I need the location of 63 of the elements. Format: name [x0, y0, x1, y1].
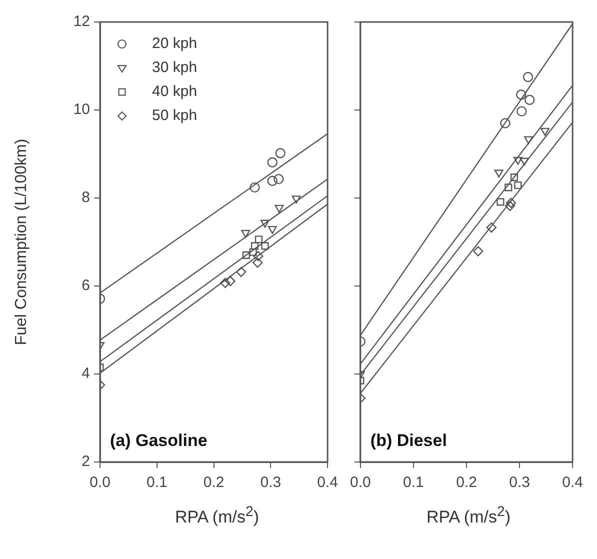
x-tick-label: 0.1: [403, 474, 424, 492]
x-tick-label: 0.1: [146, 474, 168, 492]
point: [494, 170, 504, 178]
point: [516, 90, 526, 100]
annotation: (a) Gasoline: [110, 431, 208, 450]
x-tick-label: 0.0: [90, 474, 110, 492]
x-tick-label: 0.3: [509, 474, 530, 492]
point: [500, 118, 510, 128]
y-tick-label: 8: [82, 189, 90, 206]
point: [524, 94, 535, 105]
point: [242, 251, 250, 259]
x-tick-label: 0.2: [203, 474, 224, 492]
point: [253, 250, 264, 262]
x-tick-label: 0.3: [260, 474, 282, 492]
point: [506, 198, 516, 208]
legend-label: 50 kph: [152, 107, 198, 124]
point: [267, 176, 278, 186]
x-tick-label: 0.0: [350, 474, 371, 492]
point: [524, 136, 534, 144]
point: [486, 222, 497, 233]
point: [473, 246, 484, 256]
x-axis-title: RPA (m/s$^{2}$): [174, 504, 260, 528]
point: [260, 220, 270, 228]
point: [522, 72, 534, 82]
point: [236, 266, 246, 278]
point: [513, 156, 522, 165]
y-tick-label: 4: [82, 365, 90, 382]
point: [267, 157, 278, 168]
y-axis-title: Fuel Consumption (L/100km): [13, 138, 30, 346]
y-tick-label: 2: [82, 453, 90, 470]
x-axis-title: RPA (m/s$^{2}$): [425, 504, 512, 528]
legend-label: 30 kph: [152, 59, 198, 76]
point: [249, 248, 257, 256]
point: [274, 204, 284, 213]
legend-label: 40 kph: [152, 83, 198, 100]
point: [520, 158, 529, 166]
point: [225, 276, 236, 286]
point: [292, 196, 301, 204]
point: [220, 278, 230, 288]
point: [504, 200, 516, 212]
point: [496, 198, 504, 206]
x-tick-label: 0.4: [317, 474, 338, 492]
point: [268, 226, 277, 234]
point: [274, 174, 284, 184]
point: [540, 128, 550, 136]
point: [261, 242, 269, 250]
x-tick-label: 0.2: [456, 474, 477, 492]
point: [514, 181, 522, 190]
point: [275, 148, 286, 158]
y-tick-label: 12: [73, 13, 90, 30]
x-tick-label: 0.4: [562, 474, 584, 492]
point: [250, 182, 260, 193]
point: [254, 236, 263, 244]
point: [504, 184, 512, 192]
point: [252, 258, 263, 268]
y-tick-label: 6: [82, 277, 90, 294]
point: [250, 242, 259, 250]
point: [516, 106, 527, 116]
annotation: (b) Diesel: [370, 431, 447, 450]
y-tick-label: 10: [73, 101, 90, 118]
legend-label: 20 kph: [152, 35, 198, 52]
point: [241, 230, 250, 238]
point: [510, 174, 518, 182]
